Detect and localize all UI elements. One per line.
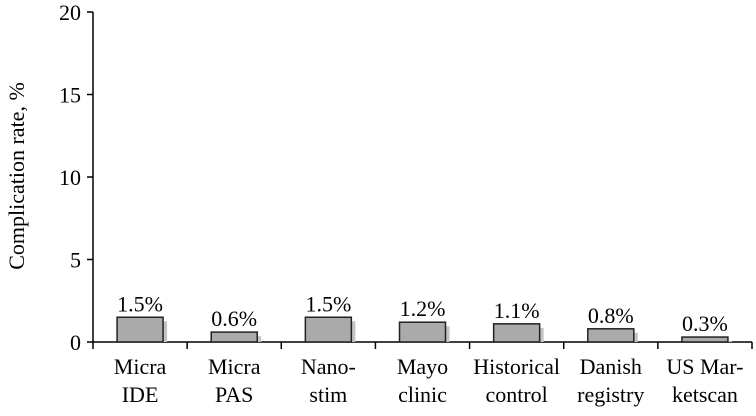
- x-category-label: Historical: [473, 354, 560, 379]
- bar: [398, 321, 447, 343]
- bar-value-label: 1.1%: [494, 298, 540, 323]
- x-axis-category-labels: Micra IDE Micra PAS Nano-stim Mayo clinic Histo…: [114, 354, 744, 407]
- bar-value-label: 1.5%: [117, 291, 163, 316]
- x-category-label: US Mar-: [666, 354, 743, 379]
- y-tick-label: 20: [59, 0, 81, 25]
- bar: [492, 323, 541, 343]
- x-category-label: Danish: [580, 354, 642, 379]
- x-category-label: Micra: [114, 354, 167, 379]
- bar: [587, 328, 635, 343]
- bar-value-label: 0.3%: [682, 311, 728, 336]
- x-category-label: stim: [309, 382, 347, 407]
- x-category-label: control: [485, 382, 547, 407]
- y-tick-label: 5: [70, 248, 81, 273]
- bar: [681, 336, 729, 343]
- y-tick-label: 10: [59, 165, 81, 190]
- bar: [304, 316, 353, 343]
- x-category-label: clinic: [398, 382, 447, 407]
- bar-value-label: 1.2%: [400, 296, 446, 321]
- x-category-label: registry: [577, 382, 644, 407]
- bar: [116, 316, 164, 343]
- x-category-label: Mayo: [397, 354, 448, 379]
- bar-value-label: 1.5%: [305, 291, 351, 316]
- data-labels: 1.5% 0.6% 1.5% 1.2% 1.1% 0.8% 0.3%: [117, 291, 728, 336]
- bars: [116, 316, 732, 343]
- bar-value-label: 0.6%: [211, 306, 257, 331]
- x-category-label: IDE: [122, 382, 159, 407]
- x-category-label: Micra: [208, 354, 261, 379]
- x-category-label: PAS: [215, 382, 253, 407]
- y-tick-label: 15: [59, 83, 81, 108]
- y-axis-ticks: 0 5 10 15 20: [59, 0, 93, 355]
- x-category-label: ketscan: [672, 382, 738, 407]
- bar: [210, 331, 258, 343]
- y-axis-label: Complication rate, %: [4, 82, 29, 270]
- x-category-label: Nano-: [301, 354, 356, 379]
- bar-value-label: 0.8%: [588, 303, 634, 328]
- y-tick-label: 0: [70, 330, 81, 355]
